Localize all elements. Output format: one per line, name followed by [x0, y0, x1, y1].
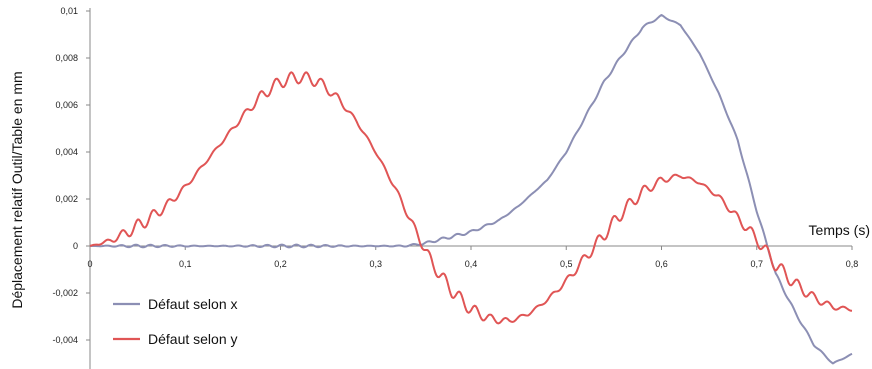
x-tick-label: 0,5 — [560, 259, 573, 269]
y-tick-label: 0,008 — [55, 53, 78, 63]
x-axis: 0 0,1 0,2 0,3 0,4 0,5 0,6 0,7 0,8 — [87, 245, 859, 269]
legend: Défaut selon x Défaut selon y — [113, 296, 238, 347]
series-line-x — [89, 13, 853, 365]
x-tick-label: 0,7 — [750, 259, 763, 269]
legend-label-x: Défaut selon x — [148, 296, 238, 312]
y-tick-label: -0,004 — [52, 335, 78, 345]
x-tick-label: 0,6 — [655, 259, 668, 269]
y-axis-title: Déplacement relatif Outil/Table en mm — [9, 71, 25, 308]
x-axis-title: Temps (s) — [809, 222, 870, 238]
y-axis: 0,01 0,008 0,006 0,004 0,002 0 -0,002 -0,004 — [52, 6, 91, 369]
y-tick-label: 0,002 — [55, 194, 78, 204]
x-tick-label: 0,8 — [846, 259, 859, 269]
x-tick-label: 0,1 — [179, 259, 192, 269]
x-tick-label: 0,3 — [369, 259, 382, 269]
y-tick-label: 0 — [73, 241, 78, 251]
y-tick-label: 0,004 — [55, 147, 78, 157]
series-lines — [89, 13, 853, 365]
y-tick-label: -0,002 — [52, 288, 78, 298]
x-tick-label: 0,2 — [274, 259, 287, 269]
x-tick-label: 0,4 — [465, 259, 478, 269]
y-tick-label: 0,006 — [55, 100, 78, 110]
y-tick-label: 0,01 — [60, 6, 78, 16]
x-tick-label: 0 — [87, 259, 92, 269]
legend-label-y: Défaut selon y — [148, 331, 238, 347]
series-line-y — [89, 71, 853, 325]
